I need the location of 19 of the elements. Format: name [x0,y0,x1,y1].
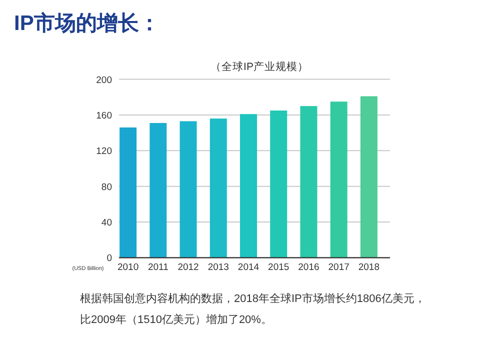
x-tick-label: 2014 [238,262,260,273]
x-tick-label: 2016 [298,262,320,273]
annotation: 根据韩国创意内容机构的数据，2018年全球IP市场增长约1806亿美元， [80,293,426,305]
y-tick-label: 80 [101,182,112,193]
x-tick-label: 2017 [328,262,350,273]
x-tick-label: 2013 [208,262,229,273]
x-tick-label: 2010 [117,262,139,273]
subtitle: （全球IP产业规模） [210,61,308,73]
annotation: 比2009年（1510亿美元）增加了20%。 [80,314,272,326]
x-tick-label: 2012 [178,262,199,273]
y-tick-label: 120 [96,146,112,158]
x-tick-label: 2015 [268,262,290,273]
title: IP市场的增长： [14,12,160,35]
y-tick-label: 200 [96,74,112,86]
x-tick-label: 2011 [148,262,168,273]
y-tick-label: 160 [96,110,112,122]
y-tick-label: 40 [101,218,112,229]
x-tick-label: 2018 [358,262,380,273]
y-tick-label: 0 [106,253,112,264]
